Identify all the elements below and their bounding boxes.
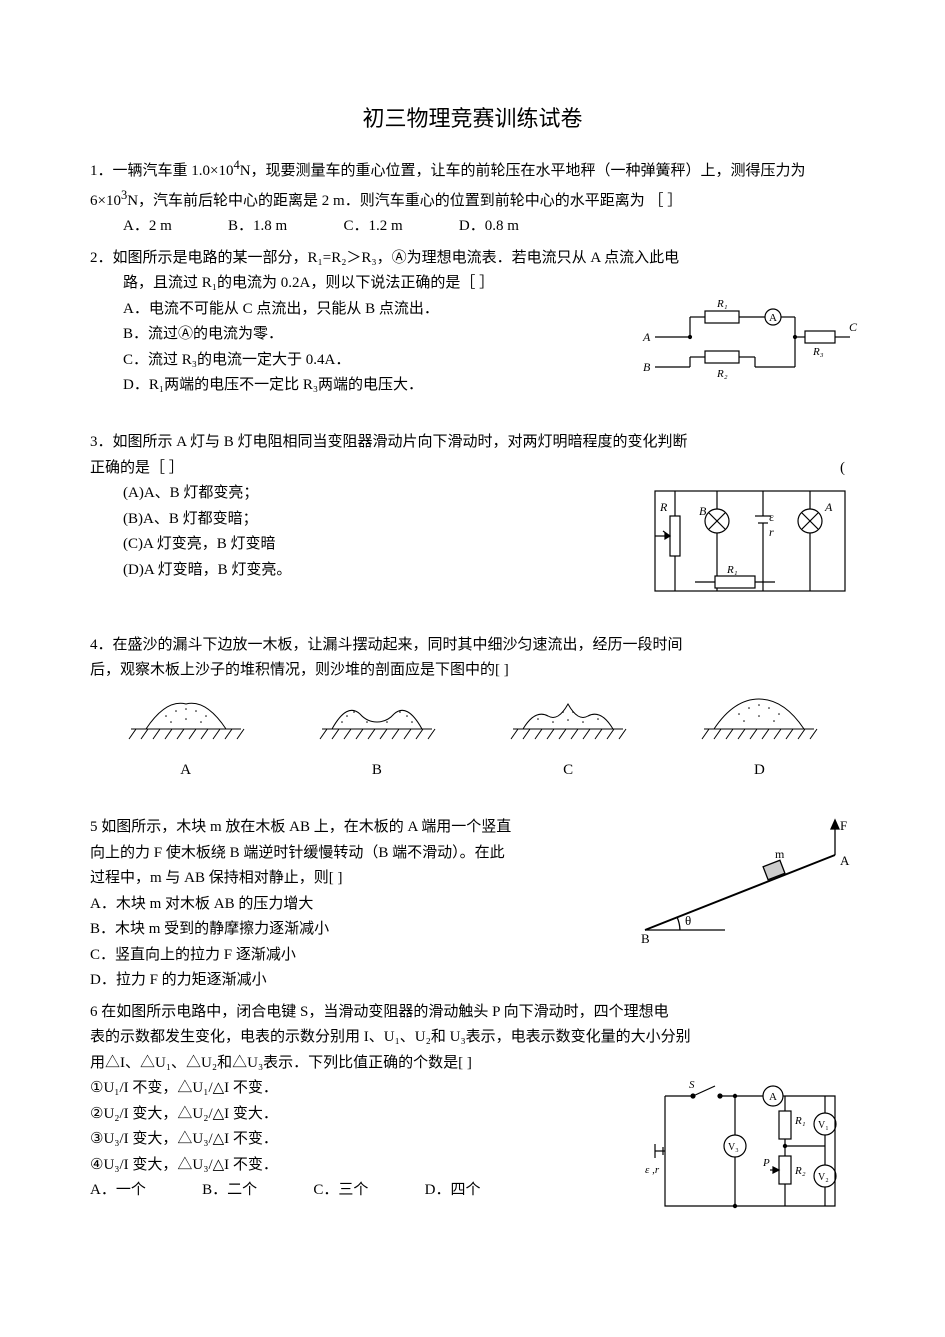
q5-label-m: m — [775, 847, 785, 861]
q5-incline-diagram: F A m θ B — [625, 815, 855, 945]
q6-opt-b: B．二个 — [202, 1178, 257, 1204]
q6-label-r1: R₁ — [794, 1115, 806, 1127]
q1-stem-c: N，汽车前后轮中心的距离是 2 m．则汽车重心的位置到前轮中心的水平距离为 ［ … — [127, 193, 682, 209]
q1-opt-c: C．1.2 m — [343, 214, 402, 240]
q2-label-c: C — [849, 320, 858, 334]
question-6: 6 在如图所示电路中，闭合电键 S，当滑动变阻器的滑动触头 P 向下滑动时，四个… — [90, 1000, 855, 1227]
q5-label-theta: θ — [685, 913, 691, 928]
q5-opt-c: C．竖直向上的拉力 F 逐渐减小 — [90, 943, 855, 969]
q1-stem-a: 1．一辆汽车重 1.0×10 — [90, 163, 233, 179]
q3-label-r1: R₁ — [726, 564, 738, 576]
q3-stem1: 3．如图所示 A 灯与 B 灯电阻相同当变阻器滑动片向下滑动时，对两灯明暗程度的… — [90, 430, 855, 456]
q4-cap-a: A — [121, 758, 251, 784]
q3-label-a: A — [824, 500, 833, 514]
q6-label-a: A — [769, 1091, 777, 1103]
q5-opt-d: D．拉力 F 的力矩逐渐减小 — [90, 968, 855, 994]
q3-circuit-diagram: R B A ε r R₁ — [645, 481, 855, 601]
q6-label-s: S — [689, 1079, 695, 1091]
q2-label-a: A — [642, 330, 651, 344]
q3-paren: ( — [840, 456, 845, 482]
q3-label-e: ε — [769, 510, 774, 524]
q1-opt-d: D．0.8 m — [459, 214, 519, 240]
q4-fig-a — [121, 694, 251, 749]
q6-label-p: P — [762, 1157, 770, 1169]
q4-stem2: 后，观察木板上沙子的堆积情况，则沙堆的剖面应是下图中的[ ] — [90, 658, 855, 684]
q6-label-v1: V₁ — [818, 1120, 829, 1131]
q6-label-e: ε ,r — [645, 1164, 660, 1176]
exam-title: 初三物理竞赛训练试卷 — [90, 100, 855, 137]
q6-label-v3: V₃ — [728, 1142, 739, 1153]
q4-cap-b: B — [312, 758, 442, 784]
question-3: 3．如图所示 A 灯与 B 灯电阻相同当变阻器滑动片向下滑动时，对两灯明暗程度的… — [90, 430, 855, 601]
q2-label-ammeter: A — [769, 312, 777, 324]
q2-label-r3: R₃ — [812, 346, 824, 358]
q1-options: A．2 m B．1.8 m C．1.2 m D．0.8 m — [90, 214, 855, 240]
q6-opt-a: A．一个 — [90, 1178, 146, 1204]
q1-opt-a: A．2 m — [123, 214, 172, 240]
q1-opt-b: B．1.8 m — [228, 214, 287, 240]
q6-stem2: 表的示数都发生变化，电表的示数分别用 I、U₁、U₂和 U₃表示，电表示数变化量… — [90, 1025, 855, 1051]
q4-fig-d — [694, 694, 824, 749]
q5-label-f: F — [840, 818, 847, 833]
q4-figures: A B C — [90, 694, 855, 784]
q3-label-r-int: r — [769, 525, 774, 539]
q3-label-b: B — [699, 504, 707, 518]
q4-stem1: 4．在盛沙的漏斗下边放一木板，让漏斗摆动起来，同时其中细沙匀速流出，经历一段时间 — [90, 633, 855, 659]
q6-stem1: 6 在如图所示电路中，闭合电键 S，当滑动变阻器的滑动触头 P 向下滑动时，四个… — [90, 1000, 855, 1026]
q6-label-r2: R₂ — [794, 1165, 806, 1177]
q2-label-r1: R₁ — [716, 298, 728, 310]
q2-label-r2: R₂ — [716, 368, 728, 380]
q6-opt-c: C．三个 — [313, 1178, 368, 1204]
q2-stem1: 2．如图所示是电路的某一部分，R₁=R₂＞R₃，Ⓐ为理想电流表．若电流只从 A … — [90, 246, 855, 272]
question-5: F A m θ B 5 如图所示，木块 m 放在木板 AB 上，在木板的 A 端… — [90, 815, 855, 994]
q4-cap-c: C — [503, 758, 633, 784]
q6-circuit-diagram: S ε ,r A V₃ R₁ V₁ P R₂ V₂ — [645, 1076, 855, 1226]
q3-label-r: R — [659, 500, 668, 514]
question-4: 4．在盛沙的漏斗下边放一木板，让漏斗摆动起来，同时其中细沙匀速流出，经历一段时间… — [90, 633, 855, 784]
question-2: 2．如图所示是电路的某一部分，R₁=R₂＞R₃，Ⓐ为理想电流表．若电流只从 A … — [90, 246, 855, 399]
q5-label-a: A — [840, 853, 850, 868]
q4-cap-d: D — [694, 758, 824, 784]
question-1: 1．一辆汽车重 1.0×104N，现要测量车的重心位置，让车的前轮压在水平地秤（… — [90, 155, 855, 240]
q4-fig-c — [503, 694, 633, 749]
q6-opt-d: D．四个 — [425, 1178, 481, 1204]
q2-circuit-diagram: A B C R₁ R₂ R₃ A — [635, 297, 855, 397]
q2-label-b: B — [643, 360, 651, 374]
q6-label-v2: V₂ — [818, 1172, 829, 1183]
q3-stem2: 正确的是［ ］ — [90, 460, 184, 476]
q4-fig-b — [312, 694, 442, 749]
q6-stem3: 用△I、△U₁、△U₂和△U₃表示．下列比值正确的个数是[ ] — [90, 1051, 855, 1077]
q2-stem2: 路，且流过 R₁的电流为 0.2A，则以下说法正确的是［ ］ — [90, 271, 855, 297]
q5-label-b: B — [641, 931, 650, 946]
